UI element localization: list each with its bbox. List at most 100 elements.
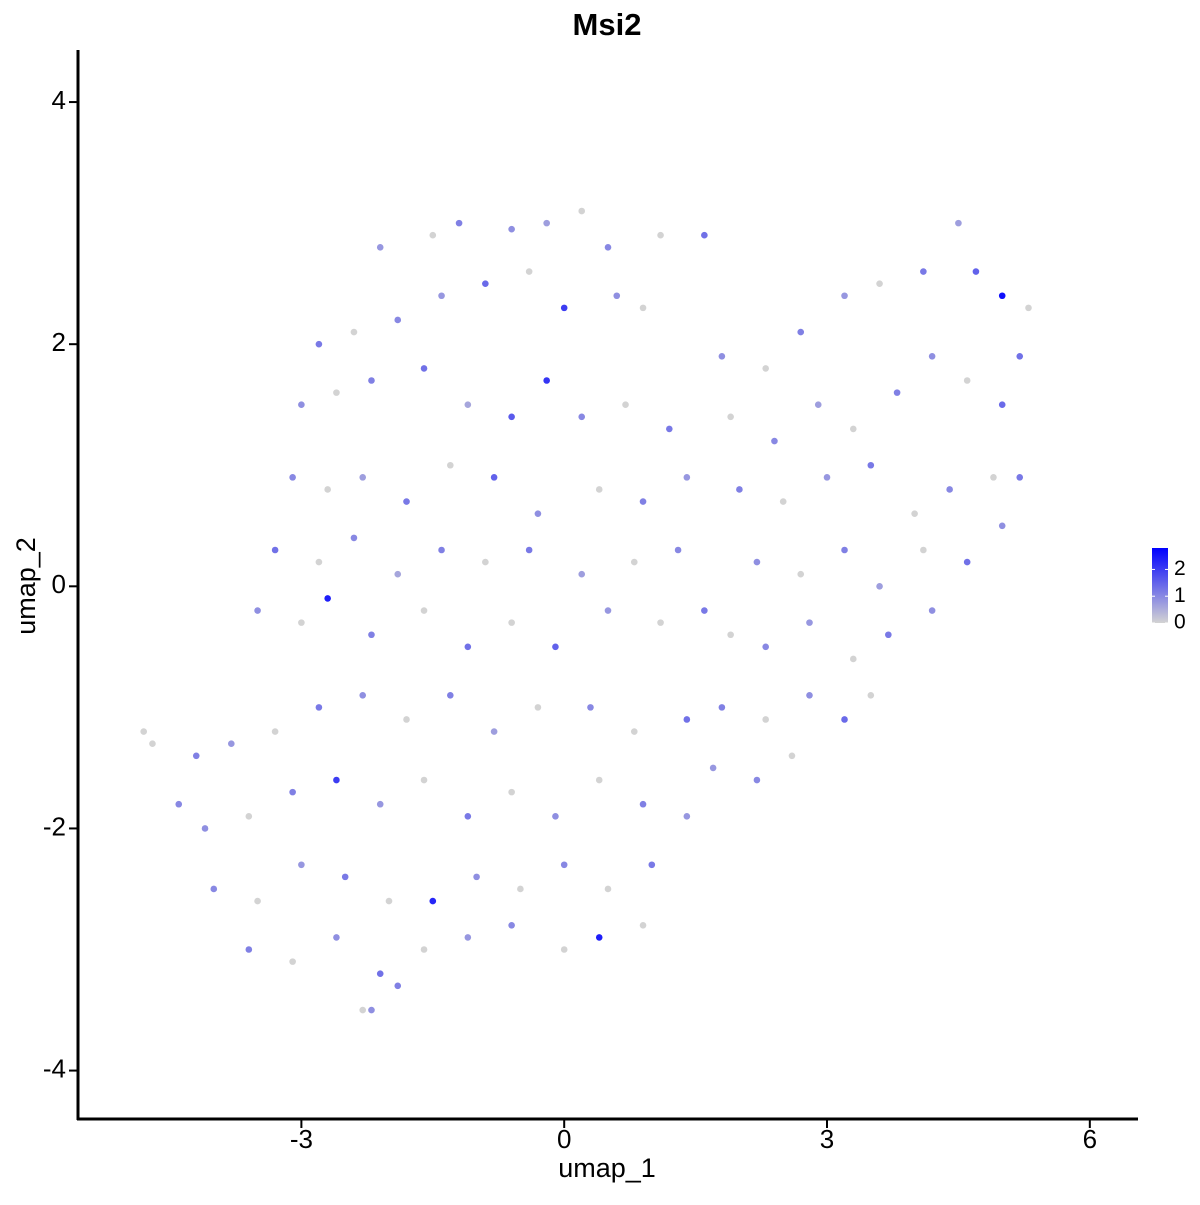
- point: [482, 558, 489, 566]
- x-tick-label: -3: [290, 1124, 313, 1154]
- points: [140, 207, 1032, 1014]
- point: [876, 280, 883, 287]
- point: [560, 946, 568, 953]
- point: [841, 546, 848, 554]
- point: [674, 546, 682, 554]
- point: [201, 825, 209, 832]
- point: [175, 800, 183, 808]
- point: [578, 207, 586, 215]
- point: [298, 401, 305, 409]
- point: [771, 437, 778, 445]
- color-bar-label: 1: [1174, 584, 1186, 607]
- point: [210, 885, 218, 893]
- point: [718, 704, 726, 711]
- x-tick-label: 6: [1083, 1124, 1097, 1154]
- point: [998, 522, 1006, 530]
- point: [525, 546, 533, 554]
- point: [341, 873, 349, 881]
- point: [464, 934, 472, 941]
- point: [578, 570, 586, 578]
- point: [543, 377, 550, 384]
- point: [517, 885, 524, 893]
- point: [867, 461, 875, 469]
- color-bar: [1152, 548, 1168, 623]
- x-tick-label: 0: [557, 1124, 571, 1154]
- point: [394, 316, 402, 324]
- point: [368, 631, 375, 639]
- x-axis-label: umap_1: [558, 1153, 656, 1183]
- point: [490, 728, 498, 735]
- point: [666, 425, 673, 433]
- point: [289, 788, 296, 796]
- point: [753, 558, 761, 566]
- point: [333, 934, 340, 941]
- point: [1016, 474, 1024, 481]
- y-tick-label: 4: [52, 85, 66, 115]
- point: [630, 558, 638, 566]
- point: [788, 752, 796, 760]
- point: [429, 231, 437, 239]
- point: [587, 704, 594, 711]
- point: [149, 740, 156, 747]
- point: [324, 486, 331, 493]
- point: [578, 413, 586, 421]
- point: [192, 752, 200, 760]
- point: [333, 776, 340, 784]
- point: [797, 570, 805, 578]
- x-tick-label: 3: [820, 1124, 834, 1154]
- point: [928, 352, 936, 360]
- point: [998, 292, 1006, 300]
- color-bar-label: 2: [1174, 557, 1186, 580]
- point: [324, 595, 331, 602]
- point: [508, 225, 515, 233]
- point: [885, 631, 892, 639]
- point: [920, 546, 927, 554]
- point: [376, 244, 384, 251]
- point: [376, 800, 384, 808]
- point: [508, 921, 515, 929]
- point: [464, 401, 472, 409]
- point: [762, 716, 769, 723]
- point: [394, 982, 402, 990]
- point: [595, 486, 603, 493]
- point: [385, 897, 393, 905]
- point: [639, 304, 647, 312]
- point: [683, 813, 691, 820]
- point: [797, 328, 805, 336]
- point: [429, 897, 437, 905]
- point: [604, 885, 612, 893]
- point: [604, 244, 612, 251]
- point: [289, 958, 296, 965]
- point: [657, 231, 664, 239]
- point: [315, 340, 323, 348]
- point: [814, 401, 822, 409]
- point: [841, 292, 848, 300]
- point: [420, 607, 428, 614]
- point: [420, 365, 428, 372]
- point: [639, 498, 647, 505]
- point: [508, 788, 515, 796]
- point: [762, 643, 769, 651]
- point: [245, 813, 253, 820]
- point: [595, 934, 603, 941]
- point: [849, 655, 857, 663]
- point: [534, 704, 542, 711]
- point: [359, 474, 367, 481]
- color-bar-label: 0: [1174, 611, 1186, 634]
- point: [482, 280, 489, 287]
- point: [350, 328, 358, 336]
- point: [972, 268, 980, 275]
- point: [718, 352, 726, 360]
- point: [1025, 304, 1032, 312]
- point: [963, 558, 971, 566]
- point: [963, 377, 971, 384]
- point: [849, 425, 857, 433]
- point: [525, 268, 533, 275]
- y-axis-label: umap_2: [11, 537, 41, 635]
- point: [359, 691, 367, 699]
- point: [298, 619, 305, 626]
- point: [403, 716, 410, 723]
- point: [622, 401, 629, 409]
- point: [806, 619, 813, 626]
